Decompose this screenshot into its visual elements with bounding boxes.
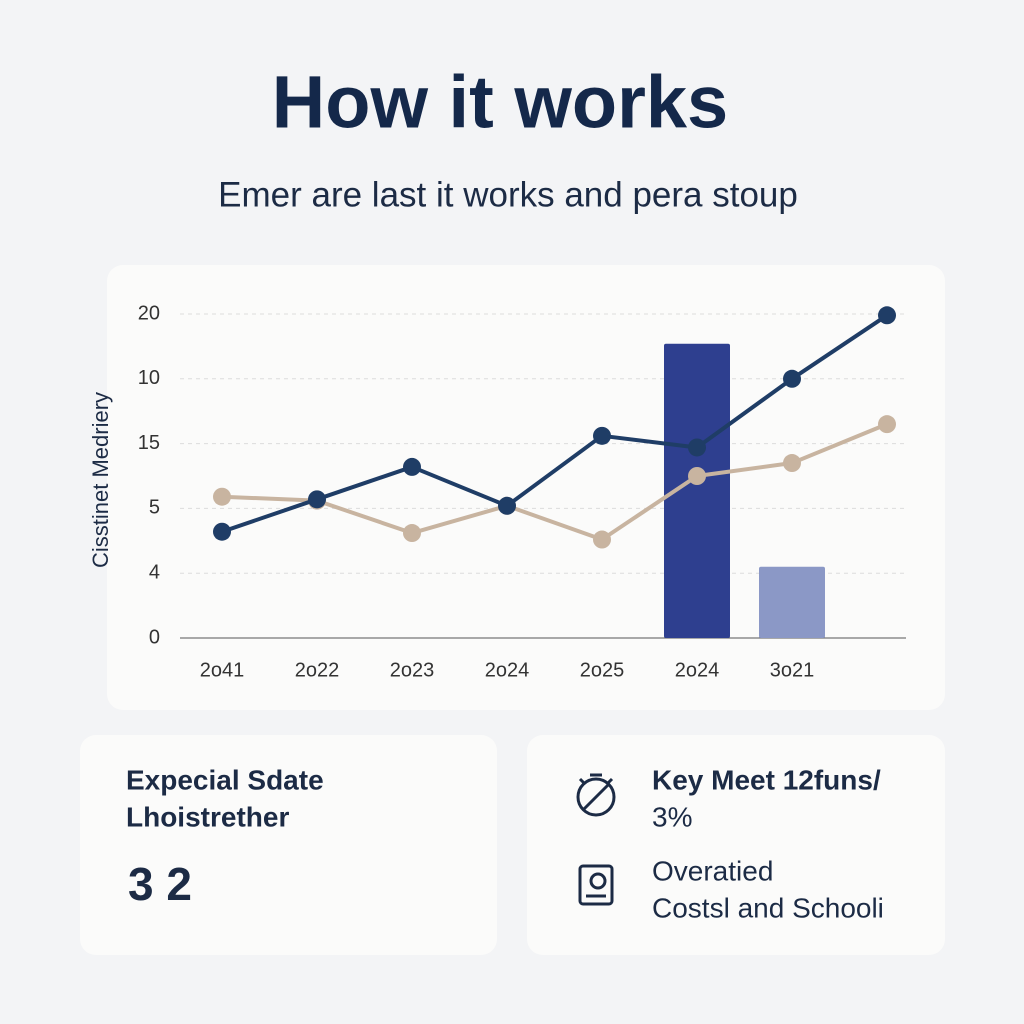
line-marker — [593, 426, 611, 445]
x-tick-label: 2o24 — [675, 659, 720, 681]
x-tick-label: 2o25 — [580, 659, 625, 681]
info-text: Costsl and Schooli — [652, 892, 884, 923]
line-marker — [783, 454, 801, 473]
line — [221, 422, 888, 542]
line-marker — [878, 306, 896, 325]
y-tick-label: 0 — [149, 626, 160, 648]
stat-card — [80, 735, 497, 955]
card-title: Expecial Sdate — [126, 764, 324, 795]
y-tick-label: 20 — [138, 302, 160, 324]
y-tick-label: 5 — [149, 497, 160, 519]
y-tick-label: 10 — [138, 367, 160, 389]
line-marker — [308, 490, 326, 509]
icon-clock — [576, 773, 616, 817]
line-marker — [213, 522, 231, 541]
x-tick-label: 3o21 — [770, 659, 815, 681]
line-marker — [403, 524, 421, 543]
info-text: Overatied — [652, 855, 773, 886]
bar — [664, 343, 730, 638]
y-tick-label: 15 — [138, 432, 160, 454]
page-title: How it works — [272, 61, 728, 144]
line-marker — [688, 438, 706, 457]
line-marker — [498, 496, 516, 515]
line — [221, 313, 889, 534]
x-tick-label: 2o23 — [390, 659, 435, 681]
plot: 0 4 5 15 10 20 2o41 2o22 2o23 2o24 2o25 2o24 3o21 — [138, 302, 906, 681]
chart-card — [107, 265, 945, 710]
line-marker — [878, 415, 896, 434]
line-marker — [403, 457, 421, 476]
info-text: Key Meet 12funs/ — [652, 764, 881, 795]
info-text: 3% — [652, 801, 692, 832]
y-axis-label: Cisstinet Medriery — [88, 392, 113, 568]
x-tick-label: 2o24 — [485, 659, 530, 681]
line-marker — [688, 467, 706, 485]
bar — [759, 566, 825, 638]
line-marker — [213, 487, 231, 506]
y-tick-label: 4 — [149, 561, 160, 583]
x-tick-label: 2o22 — [295, 659, 340, 681]
page-subtitle: Emer are last it works and pera stoup — [218, 175, 798, 214]
card-title: Lhoistrether — [126, 801, 289, 832]
card-value: 3 2 — [128, 858, 192, 910]
icon-report — [578, 864, 614, 906]
info-card — [527, 735, 945, 955]
line-marker — [593, 530, 611, 549]
line-marker — [783, 369, 801, 388]
x-tick-label: 2o41 — [200, 659, 245, 681]
